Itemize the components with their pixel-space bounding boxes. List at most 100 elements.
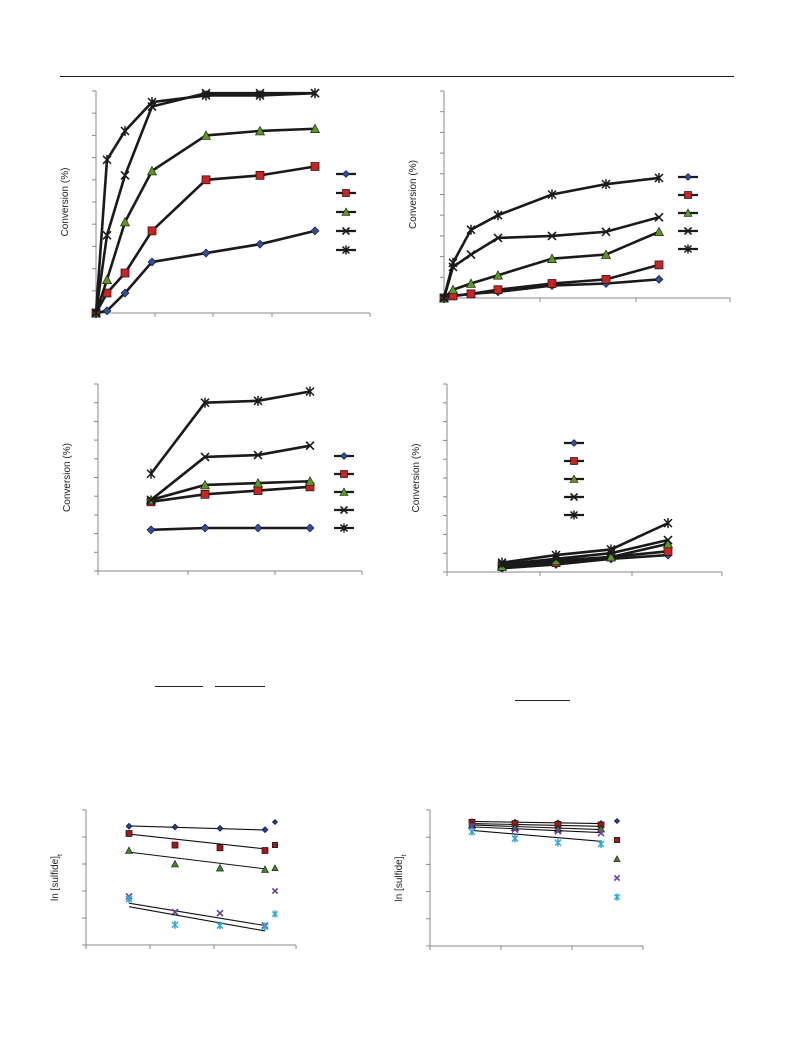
corner-mark-e: . [60,803,61,807]
data-point [448,291,458,301]
data-point [597,821,605,829]
data-point [146,525,156,535]
legend-marker [341,245,351,255]
data-point [547,279,557,288]
data-point [120,125,130,136]
series-line [501,538,669,566]
legend-marker [271,864,279,871]
series-diamond [146,452,354,535]
data-point [91,308,101,318]
data-point [305,441,315,451]
data-point [200,523,210,533]
data-point [597,840,605,848]
legend-marker [340,452,348,460]
legend-marker [613,855,621,862]
y-axis-label: Conversion (%) [408,160,419,229]
data-point [102,306,112,316]
data-point [120,170,130,180]
series-triangle [439,208,698,303]
data-point [124,846,134,854]
data-point [201,90,211,101]
data-point [261,847,269,854]
series-square [497,457,673,571]
data-point [466,278,476,288]
chart-panel-f: ln [sulfide]t [394,809,644,950]
series-star [146,386,354,533]
corner-mark-mid-left: . [150,663,151,667]
data-point [551,554,561,564]
data-point [497,561,507,571]
data-point [551,560,561,569]
data-point [125,830,133,837]
data-point [200,489,210,499]
legend-marker [614,837,620,843]
trend-line [128,906,266,932]
data-point [468,827,476,836]
data-point [310,162,320,171]
data-point [663,535,673,545]
data-point [497,562,507,571]
series-triangle [91,123,356,318]
data-point [493,210,503,221]
data-point [663,518,673,529]
data-point [125,822,133,830]
data-point [597,820,605,828]
y-axis-label: Conversion (%) [62,443,73,512]
data-point [147,165,157,176]
y-axis-label: ln [sulfide]t [394,854,408,901]
series-star [125,895,279,932]
legend-marker [613,893,621,901]
trend-line [128,825,266,831]
data-point [497,563,507,573]
data-point [253,395,263,406]
data-point [305,482,315,492]
data-point [261,921,269,930]
data-point [654,212,664,222]
trend-line [128,851,266,870]
series-line [149,390,311,475]
data-point [663,538,673,549]
data-point [200,479,210,490]
series-line [501,542,669,568]
series-square [146,470,354,507]
data-point [439,292,449,303]
data-point [261,826,269,834]
data-point [310,123,320,134]
data-point [125,892,133,900]
separator-line-left-a [155,686,203,687]
data-point [310,88,320,99]
data-point [466,224,476,235]
data-point [201,248,211,258]
data-point [511,820,519,827]
data-point [261,922,269,931]
data-point [120,288,130,298]
data-point [255,88,265,98]
data-point [146,494,156,505]
data-point [91,308,101,318]
series-line [150,526,310,532]
legend-marker [341,207,351,216]
legend-marker [684,173,692,181]
data-point [511,834,519,843]
data-point [200,452,210,462]
data-point [601,275,611,284]
legend-marker [613,874,621,882]
series-line [95,229,316,315]
data-point [554,827,562,835]
corner-mark-a: . [60,85,61,89]
legend-marker [569,492,579,502]
data-point [466,249,476,260]
data-point [596,824,606,833]
data-point [551,550,561,561]
series-triangle [124,846,279,873]
data-point [102,274,112,284]
legend-marker [271,887,279,895]
data-point [468,822,476,830]
data-point [448,262,458,272]
data-point [493,285,503,295]
legend-marker [342,189,350,197]
series-line [94,127,316,314]
data-point [253,477,263,488]
data-point [554,838,562,847]
data-point [201,130,211,140]
